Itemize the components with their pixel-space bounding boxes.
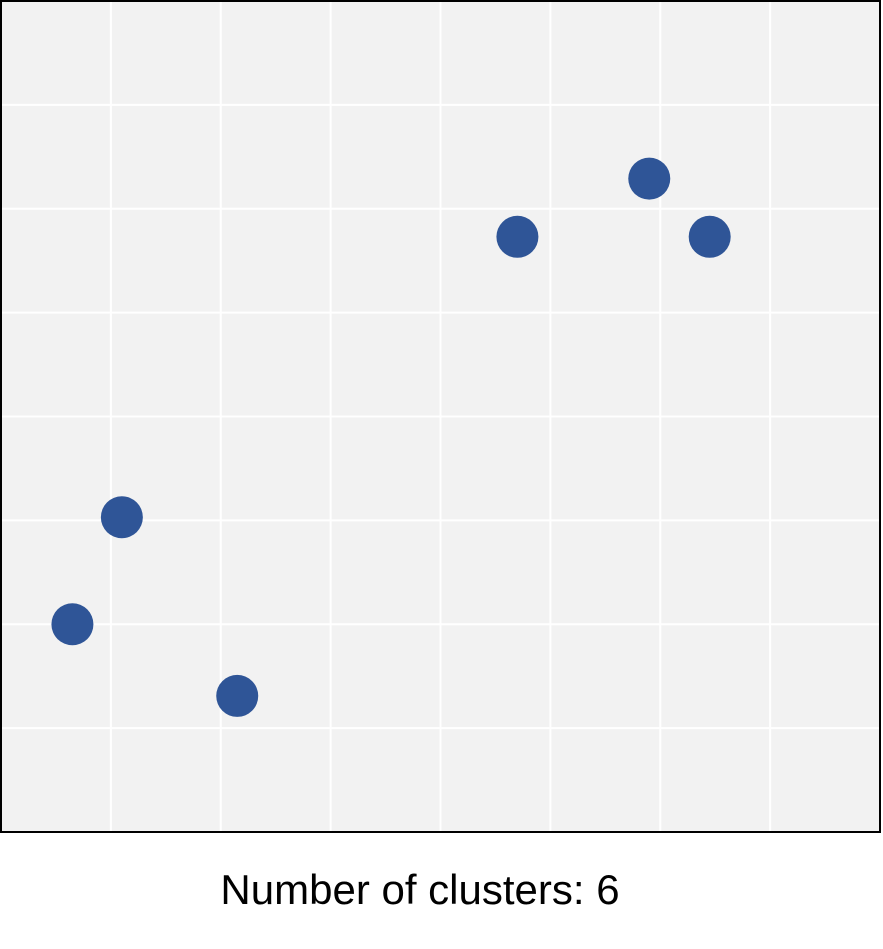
data-point (51, 603, 94, 646)
data-points (51, 157, 731, 717)
data-point (628, 157, 671, 200)
data-point (496, 215, 539, 258)
grid-lines (1, 1, 880, 832)
data-point (216, 674, 259, 717)
data-point (100, 496, 143, 539)
scatter-plot (0, 0, 881, 833)
plot-border (0, 0, 881, 833)
data-point (688, 215, 731, 258)
cluster-count-caption: Number of clusters: 6 (220, 866, 620, 913)
